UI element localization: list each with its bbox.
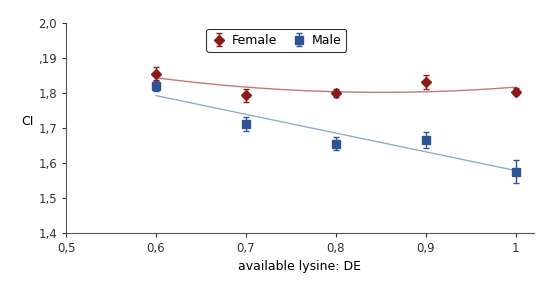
Y-axis label: CI: CI (21, 115, 34, 128)
X-axis label: available lysine: DE: available lysine: DE (238, 260, 361, 273)
Legend: Female, Male: Female, Male (206, 29, 346, 52)
